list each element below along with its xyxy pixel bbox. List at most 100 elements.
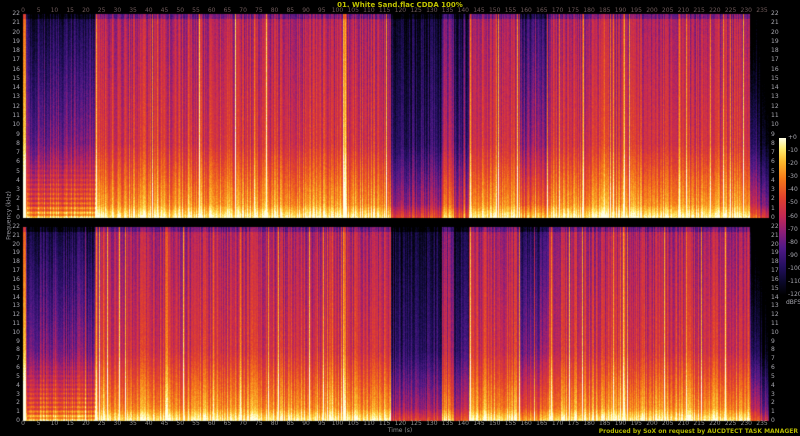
tick-label: 165 [536,7,548,14]
tick-label: 8 [771,139,775,147]
tick-label: -60 [788,212,798,220]
tick-label: 230 [740,7,752,14]
tick-label: 155 [504,7,517,14]
tick-label: 18 [771,258,779,266]
tick-label: 20 [82,420,90,427]
tick-label: 225 [724,7,737,14]
tick-label: 155 [504,420,517,427]
tick-label: 205 [661,7,674,14]
tick-label: 2 [771,399,775,407]
tick-label: 17 [771,267,779,275]
tick-label: 70 [239,7,247,14]
tick-label: 200 [646,420,658,427]
tick-label: 40 [144,420,153,427]
tick-label: 170 [551,420,564,427]
footer-credit: Produced by SoX on request by AUCDTECT T… [598,428,798,435]
tick-label: 135 [441,7,454,14]
tick-label: 7 [771,355,775,363]
tick-label: 17 [771,56,779,64]
tick-label: 150 [488,420,501,427]
tick-label: 145 [473,420,485,427]
tick-label: 14 [12,84,20,92]
tick-label: 215 [693,420,705,427]
tick-label: 100 [331,7,344,14]
tick-label: 19 [771,37,779,45]
tick-label: 17 [12,267,20,275]
tick-label: 9 [16,130,20,138]
tick-label: 18 [12,47,20,55]
tick-label: 85 [286,7,295,14]
tick-label: 6 [771,364,775,372]
tick-label: -120 [788,291,800,298]
tick-label: 10 [12,121,20,129]
tick-label: 10 [50,7,59,14]
tick-label: 210 [677,420,690,427]
tick-label: 18 [12,258,20,266]
tick-label: 190 [614,7,627,14]
tick-label: 80 [270,7,279,14]
tick-label: 12 [12,311,20,319]
tick-label: 0 [16,214,20,221]
tick-label: 11 [771,112,779,119]
tick-label: 0 [21,7,25,14]
tick-label: 15 [771,284,779,292]
tick-label: 75 [255,420,263,427]
tick-label: -20 [788,160,798,168]
tick-label: 7 [771,149,775,157]
tick-label: 125 [410,7,422,14]
tick-label: 15 [12,284,20,292]
tick-label: 105 [347,420,359,427]
tick-label: 3 [16,186,20,194]
chart-title: 01. White Sand.flac CDDA 100% [337,1,463,9]
tick-label: 50 [176,420,185,427]
tick-label: 170 [551,7,564,14]
tick-label: 20 [12,240,20,248]
tick-label: 2 [771,195,775,203]
tick-label: 10 [771,121,779,129]
tick-label: 0 [771,214,775,221]
tick-label: 235 [756,7,768,14]
tick-label: 55 [192,7,200,14]
tick-label: 3 [16,390,20,398]
tick-label: 80 [270,420,279,427]
tick-label: 230 [740,420,752,427]
tick-label: 22 [12,10,20,17]
tick-label: -80 [788,238,798,246]
tick-label: 220 [709,420,721,427]
tick-label: 75 [255,7,263,14]
tick-label: 10 [771,328,779,336]
tick-label: 9 [771,337,775,345]
tick-label: -90 [788,251,798,259]
tick-label: 5 [16,167,20,175]
tick-label: 14 [12,293,20,301]
tick-label: 15 [66,7,74,14]
tick-label: 0 [771,417,775,424]
tick-label: 6 [16,158,20,166]
tick-label: 4 [771,176,775,184]
tick-label: 15 [771,74,779,82]
tick-label: 20 [82,7,90,14]
tick-label: 185 [599,420,611,427]
tick-label: 14 [771,84,779,92]
tick-label: 20 [12,28,20,36]
tick-label: 45 [160,420,169,427]
tick-label: 130 [426,420,438,427]
tick-label: 12 [12,102,20,110]
tick-label: 15 [66,420,74,427]
frequency-axis-label: Frequency (kHz) [5,191,13,240]
tick-label: 140 [457,420,469,427]
tick-label: 10 [50,420,59,427]
tick-label: 110 [363,7,375,14]
time-axis-label: Time (s) [387,427,413,434]
tick-label: 190 [614,420,627,427]
tick-label: 150 [488,7,501,14]
tick-label: 180 [583,420,595,427]
tick-label: 20 [771,28,779,36]
tick-label: 35 [129,420,137,427]
tick-label: 1 [771,204,775,212]
tick-label: 21 [12,231,20,239]
tick-label: 95 [317,420,326,427]
tick-label: 160 [520,7,532,14]
tick-label: 12 [771,311,779,319]
